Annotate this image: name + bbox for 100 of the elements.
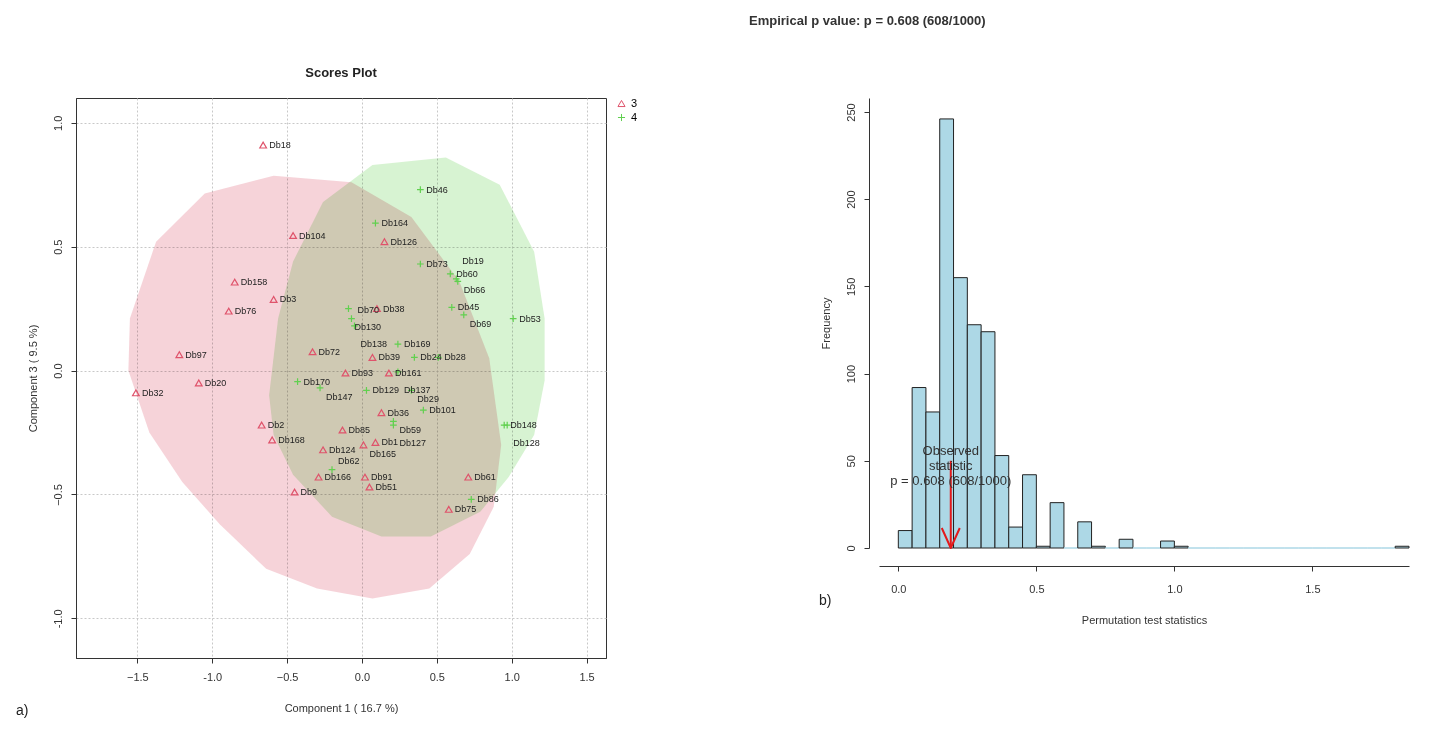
annotation: Db32 (141, 387, 164, 398)
x-axis-title: Permutation test statistics (1081, 613, 1208, 626)
point (380, 238, 389, 246)
point (131, 389, 140, 397)
point (444, 505, 453, 513)
y-axis-title: Component 3 ( 9.5 %) (26, 324, 39, 433)
x-tick-label: 1.5 (579, 670, 595, 683)
point (371, 219, 380, 228)
annotation: Db61 (474, 472, 496, 483)
x-tick-label: −0.5 (276, 670, 299, 683)
y-tick-label: 250 (844, 103, 857, 122)
annotation: Db66 (463, 285, 486, 296)
point (290, 488, 299, 496)
text: a) (16, 702, 29, 718)
annotation: Db45 (457, 302, 480, 313)
annotation: Db18 (269, 140, 291, 151)
y-tick-label: 0.0 (51, 363, 64, 379)
point (416, 260, 425, 268)
point (230, 278, 239, 286)
x-tick-label: 0.5 (1029, 582, 1045, 595)
y-tick-label: 0 (844, 545, 857, 552)
annotation: Db97 (185, 349, 207, 360)
annotation: Db72 (318, 346, 341, 357)
annotation: Db2 (267, 420, 285, 431)
annotation: Db53 (519, 313, 541, 324)
annotation: Db46 (426, 184, 448, 195)
annotation: Db76 (234, 306, 257, 317)
point (289, 232, 298, 240)
annotation: Db69 (469, 318, 492, 329)
annotation: Db165 (369, 448, 396, 459)
point (259, 141, 268, 149)
annotation: Db130 (354, 321, 382, 332)
y-tick-label: 0.5 (51, 239, 64, 255)
annotation: Db51 (375, 482, 397, 493)
point (359, 441, 368, 449)
point (368, 353, 377, 361)
point (268, 436, 277, 444)
x-tick-label: 1.0 (1167, 582, 1183, 595)
annotation: Db9 (300, 486, 318, 497)
y-axis-title: Frequency (819, 297, 832, 350)
annotation: Db147 (326, 391, 353, 402)
point (194, 379, 203, 387)
annotation: Db170 (303, 376, 331, 387)
x-axis-title: Component 1 ( 16.7 %) (284, 701, 399, 714)
annotation: Db86 (477, 494, 499, 505)
annotation: Db29 (417, 394, 439, 405)
annotation: Db62 (338, 455, 360, 466)
chart-title: Empirical p value: p = 0.608 (608/1000) (749, 13, 986, 28)
annotation: Db104 (299, 230, 326, 241)
x-tick-label: 1.0 (504, 670, 520, 683)
annotation: Db124 (329, 444, 356, 455)
annotation: Db166 (324, 472, 352, 483)
point (341, 369, 350, 377)
y-tick-label: 50 (844, 455, 857, 468)
annotation: Db127 (399, 438, 426, 449)
annotation: Db19 (462, 255, 484, 266)
point (338, 426, 347, 434)
point (464, 473, 473, 481)
x-tick-label: −1.5 (127, 670, 149, 683)
point (224, 307, 233, 315)
annotation: Db1 (381, 437, 398, 448)
x-tick-label: -1.0 (203, 670, 223, 683)
text: b) (819, 592, 832, 608)
point (365, 483, 374, 491)
annotation: Db164 (381, 218, 408, 229)
x-tick-label: 0.0 (354, 670, 371, 683)
annotation: Db158 (240, 277, 268, 288)
annotation: Db60 (456, 268, 478, 279)
point (257, 421, 266, 429)
chart-title: Scores Plot (305, 65, 378, 80)
y-tick-label: 100 (844, 364, 857, 384)
annotation: Db161 (394, 368, 422, 379)
legend-label: 4 (631, 110, 638, 123)
point (308, 348, 317, 356)
point (384, 369, 393, 377)
annotation: Db169 (403, 339, 431, 350)
point (175, 351, 184, 359)
point (314, 473, 323, 481)
x-tick-label: 0.0 (891, 582, 907, 595)
point (361, 473, 369, 481)
point (319, 446, 327, 454)
annotation: Db93 (351, 368, 374, 379)
x-tick-label: 1.5 (1305, 582, 1321, 595)
annotation: Db36 (387, 407, 409, 418)
annotation: Db101 (429, 405, 456, 416)
annotation: Db70 (357, 304, 379, 315)
annotation: Db148 (510, 420, 537, 431)
point (389, 421, 398, 430)
annotation: Db138 (360, 338, 388, 349)
annotation: Db91 (370, 472, 393, 483)
y-tick-label: -1.0 (51, 609, 64, 629)
annotation: Db129 (372, 385, 399, 396)
annotation: Db126 (390, 236, 417, 247)
annotation: Db128 (513, 438, 540, 449)
y-tick-label: −0.5 (51, 484, 64, 506)
y-tick-label: 150 (844, 277, 857, 297)
annotation: Db38 (382, 303, 405, 314)
annotation: Db168 (278, 434, 305, 445)
legend-label: 3 (631, 96, 638, 109)
y-tick-label: 200 (844, 190, 857, 209)
